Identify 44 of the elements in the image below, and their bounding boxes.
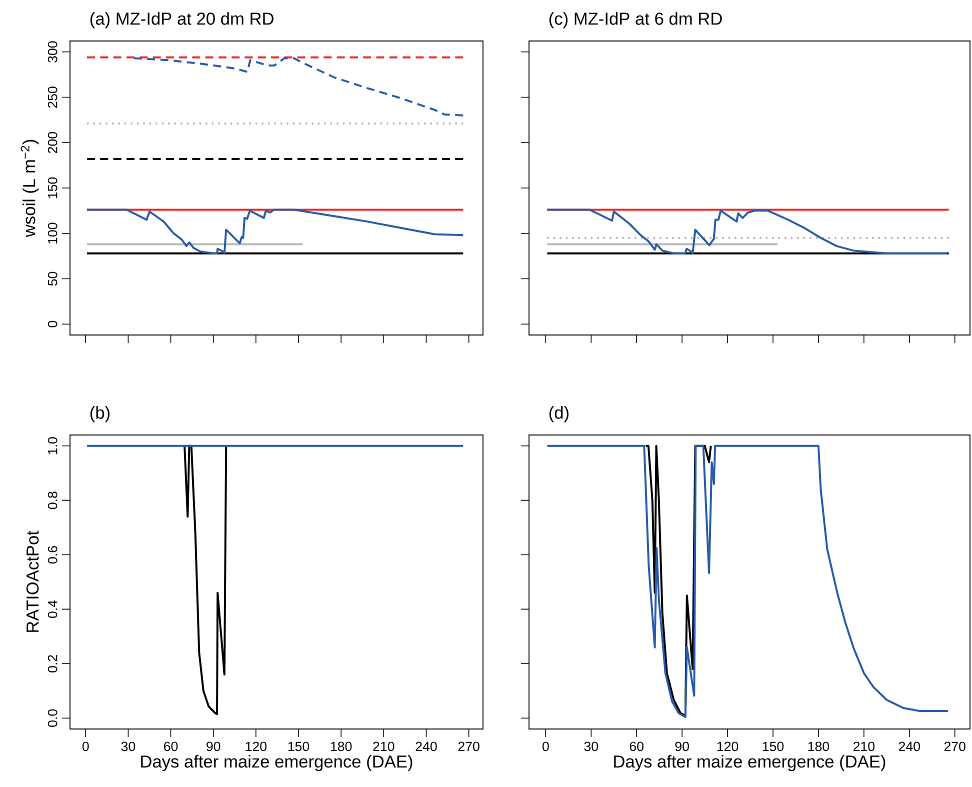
y-tick-label: 0.8: [48, 492, 58, 510]
y-tick-label: 0.0: [48, 709, 58, 727]
y-tick-label: 0.2: [48, 655, 58, 672]
y-tick-label: 150: [48, 177, 58, 198]
y-axis-title: RATIOActPot: [26, 530, 39, 632]
chart-title: (c) MZ-IdP at 6 dm RD: [549, 12, 722, 28]
x-tick-label: 180: [330, 742, 352, 752]
y-tick-label: 0.4: [48, 600, 58, 618]
line-series: [86, 208, 464, 254]
y-axis-title: wsoil (L m$^{−2}$): [20, 140, 39, 238]
x-tick-label: 120: [717, 742, 738, 752]
x-tick-label: 210: [853, 742, 875, 752]
y-tick-label: 50: [48, 272, 58, 286]
y-tick-label: 0.6: [48, 546, 58, 564]
x-tick-label: 30: [584, 742, 598, 752]
x-tick-label: 270: [458, 742, 480, 752]
y-tick-label: 250: [48, 86, 58, 108]
y-tick-label: 100: [48, 222, 58, 244]
x-tick-label: 30: [121, 742, 136, 752]
line-series: [184, 444, 228, 716]
x-axis-title: Days after maize emergence (DAE): [141, 754, 412, 772]
x-tick-label: 120: [246, 742, 267, 752]
x-tick-label: 270: [944, 742, 966, 752]
x-tick-label: 90: [206, 742, 220, 752]
chart-title: (b): [90, 406, 110, 422]
y-tick-label: 300: [48, 41, 58, 62]
x-tick-label: 180: [808, 742, 830, 752]
y-tick-label: 0: [48, 320, 58, 328]
x-axis-title: Days after maize emergence (DAE): [614, 754, 886, 772]
chart-title: (a) MZ-IdP at 20 dm RD: [90, 12, 274, 28]
x-tick-label: 240: [416, 742, 437, 752]
x-tick-label: 90: [675, 742, 689, 752]
line-series: [132, 57, 464, 116]
chart-title: (d): [549, 406, 568, 422]
y-tick-label: 1.0: [48, 437, 58, 454]
x-tick-label: 240: [898, 742, 920, 752]
x-tick-label: 60: [630, 742, 644, 752]
x-tick-label: 0: [82, 742, 89, 752]
x-tick-label: 60: [164, 742, 178, 752]
x-tick-label: 150: [762, 742, 784, 752]
x-tick-label: 150: [288, 742, 310, 752]
x-tick-label: 210: [373, 742, 394, 752]
y-tick-label: 200: [48, 132, 58, 154]
x-tick-label: 0: [542, 742, 549, 752]
